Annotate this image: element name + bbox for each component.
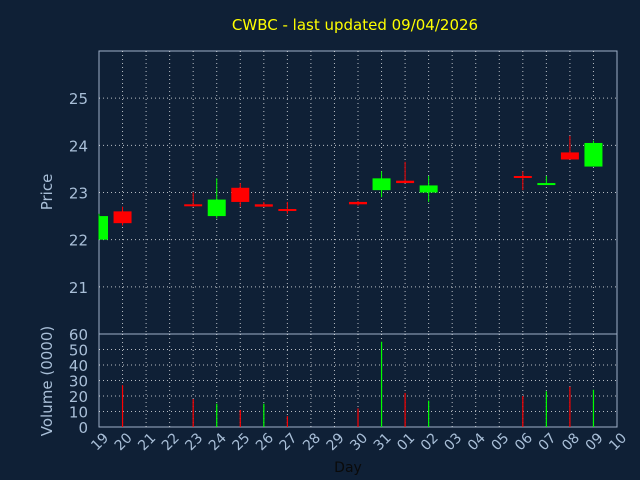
volume-tick-label: 50 (69, 342, 88, 360)
price-plot-frame (98, 50, 618, 335)
volume-tick-label: 0 (78, 419, 88, 437)
candle-body (278, 209, 297, 212)
candle-body (513, 175, 532, 178)
price-tick-label: 21 (69, 279, 88, 297)
candle-body (231, 187, 250, 202)
candle-body (349, 201, 367, 205)
price-panel: 21 22 23 24 25 Price (38, 50, 618, 335)
chart-title: CWBC - last updated 09/04/2026 (232, 16, 478, 34)
x-tick-labels: 19 20 21 22 23 24 25 26 27 28 29 30 31 01 02 03 04 05 06 07… (88, 430, 630, 454)
price-y-ticks: 21 22 23 24 25 (69, 90, 88, 297)
candles (98, 135, 603, 240)
volume-axis-label: Volume (0000) (38, 326, 56, 436)
candle-body (184, 204, 203, 207)
x-axis-label: Day (334, 460, 362, 476)
volume-tick-label: 20 (69, 388, 88, 406)
price-tick-label: 22 (69, 232, 88, 250)
candle-body (207, 199, 226, 217)
volume-bars (121, 341, 595, 427)
candle-body (419, 185, 438, 193)
volume-tick-label: 60 (69, 326, 88, 344)
candle-body (99, 216, 108, 240)
candle-body (560, 152, 579, 160)
price-tick-label: 25 (69, 90, 88, 108)
candle-body (584, 142, 603, 167)
price-tick-label: 24 (69, 137, 88, 155)
price-axis-label: Price (38, 174, 56, 211)
candle-body (113, 211, 132, 224)
volume-tick-label: 30 (69, 373, 88, 391)
candle-body (396, 180, 415, 184)
volume-tick-label: 10 (69, 404, 88, 422)
price-tick-label: 23 (69, 185, 88, 203)
candle-body (254, 204, 273, 207)
volume-tick-label: 40 (69, 357, 88, 375)
candle-body (372, 178, 391, 191)
candle-body (537, 183, 556, 186)
